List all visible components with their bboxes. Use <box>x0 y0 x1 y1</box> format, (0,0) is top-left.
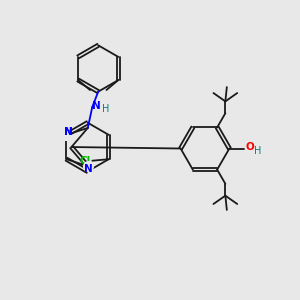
Text: N: N <box>64 128 73 137</box>
Text: Cl: Cl <box>80 156 91 166</box>
Text: N: N <box>84 164 93 174</box>
Text: N: N <box>92 100 101 111</box>
Text: N: N <box>64 128 73 137</box>
Text: O: O <box>245 142 254 152</box>
Text: H: H <box>254 146 261 156</box>
Text: H: H <box>102 103 110 114</box>
